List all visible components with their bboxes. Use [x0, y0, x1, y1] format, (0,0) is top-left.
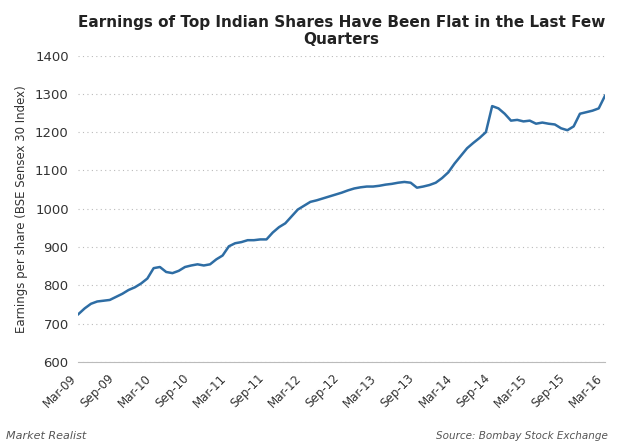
Title: Earnings of Top Indian Shares Have Been Flat in the Last Few
Quarters: Earnings of Top Indian Shares Have Been …: [78, 15, 605, 47]
Text: Source: Bombay Stock Exchange: Source: Bombay Stock Exchange: [436, 431, 608, 441]
Y-axis label: Earnings per share (BSE Sensex 30 Index): Earnings per share (BSE Sensex 30 Index): [15, 85, 28, 333]
Text: Market Realist: Market Realist: [6, 431, 86, 441]
